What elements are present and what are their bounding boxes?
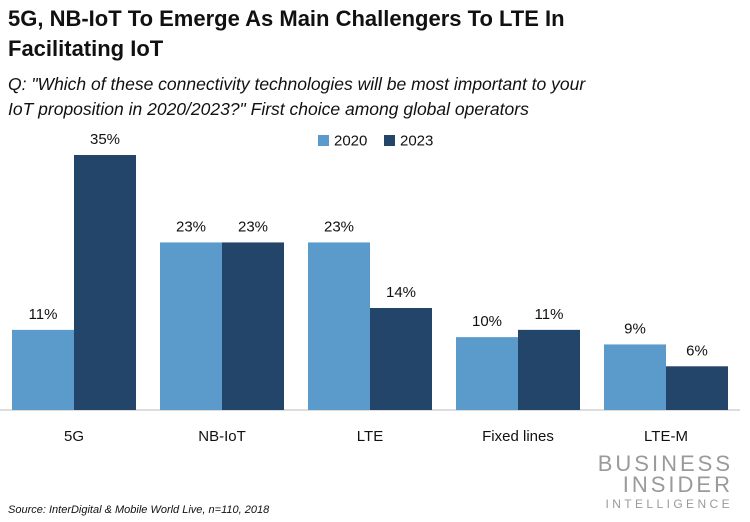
value-label: 9%	[624, 320, 646, 337]
bar	[74, 155, 136, 410]
x-tick-label: LTE	[357, 428, 383, 445]
value-label: 23%	[176, 218, 206, 235]
value-label: 10%	[472, 313, 502, 330]
bar	[604, 344, 666, 410]
value-label: 35%	[90, 131, 120, 148]
x-tick-label: 5G	[64, 428, 84, 445]
logo: INSIDER	[623, 472, 733, 497]
x-tick-label: LTE-M	[644, 428, 688, 445]
bar	[12, 329, 74, 410]
legend-swatch	[384, 135, 395, 146]
x-tick-label: Fixed lines	[482, 428, 554, 445]
legend-label: 2023	[400, 132, 433, 149]
logo: INTELLIGENCE	[606, 497, 734, 511]
chart-subtitle: Q: "Which of these connectivity technolo…	[8, 74, 586, 119]
logo: BUSINESS	[598, 451, 733, 476]
bar	[518, 329, 580, 410]
legend-label: 2020	[334, 132, 367, 149]
source: Source: InterDigital & Mobile World Live…	[8, 504, 270, 516]
value-label: 11%	[29, 306, 58, 323]
value-label: 23%	[238, 218, 268, 235]
value-label: 6%	[686, 342, 708, 359]
legend-swatch	[318, 135, 329, 146]
bar	[666, 366, 728, 410]
chart-title: 5G, NB-IoT To Emerge As Main Challengers…	[8, 6, 565, 61]
value-label: 11%	[535, 306, 564, 323]
x-tick-label: NB-IoT	[198, 428, 246, 445]
value-label: 14%	[386, 284, 416, 301]
bar	[308, 242, 370, 410]
bar	[456, 337, 518, 410]
bar	[222, 242, 284, 410]
bar	[370, 308, 432, 410]
value-label: 23%	[324, 218, 354, 235]
bar	[160, 242, 222, 410]
